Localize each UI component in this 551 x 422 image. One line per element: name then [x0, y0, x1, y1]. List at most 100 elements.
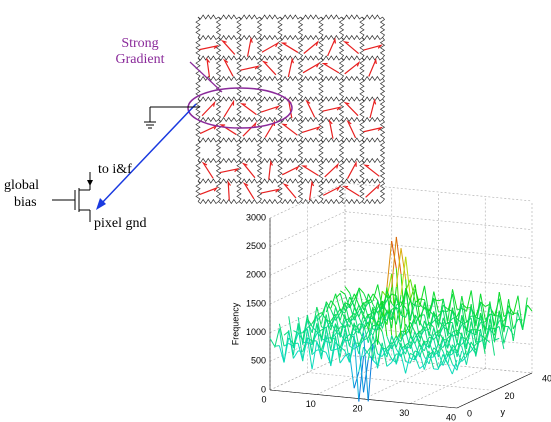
z-tick-label: 1000: [246, 327, 266, 337]
grid-line: [269, 240, 346, 276]
surface-segment: [405, 361, 411, 364]
resistor: [238, 178, 260, 184]
x-tick-label: 10: [306, 399, 316, 409]
surface-segment: [410, 357, 416, 361]
grid-line: [307, 372, 495, 391]
resistor: [379, 57, 386, 79]
resistor: [218, 55, 240, 61]
surface-segment: [377, 322, 383, 330]
surface-segment: [339, 338, 346, 352]
surface-segment: [367, 293, 374, 303]
surface-segment: [330, 300, 337, 308]
surface-segment: [494, 320, 500, 332]
surface-segment: [395, 348, 402, 358]
resistor: [341, 55, 363, 61]
surface-segment: [278, 328, 285, 363]
surface-segment: [283, 330, 290, 336]
surface-segment: [438, 310, 444, 313]
resistor: [256, 98, 263, 120]
surface-segment: [311, 315, 318, 332]
surface-segment: [335, 339, 341, 357]
surface-segment: [433, 291, 439, 313]
resistor: [318, 160, 324, 182]
resistor: [320, 178, 342, 184]
surface-segment: [381, 290, 388, 315]
surface-segment: [391, 335, 397, 348]
gradient-label: Gradient: [116, 52, 165, 67]
surface-segment: [349, 318, 355, 331]
resistor: [318, 98, 324, 120]
surface-segment: [451, 343, 458, 355]
resistor: [195, 139, 201, 161]
resistor: [236, 98, 242, 120]
surface-segment: [423, 285, 430, 316]
arrow: [305, 99, 316, 118]
surface-segment: [367, 313, 374, 330]
arrow: [260, 188, 281, 194]
surface-segment: [391, 353, 397, 363]
arrow: [368, 57, 377, 77]
surface-segment: [391, 303, 397, 310]
arrow: [342, 41, 360, 55]
surface-segment: [395, 294, 402, 325]
arrow: [219, 167, 240, 174]
resistor: [341, 96, 363, 102]
arrow: [218, 124, 237, 136]
z-tick-label: 500: [251, 356, 266, 366]
resistor: [338, 139, 345, 161]
resistor: [256, 139, 263, 161]
arrow: [308, 180, 315, 201]
surface-segment: [405, 307, 411, 321]
surface-segment: [456, 303, 463, 327]
global-label: global: [4, 178, 39, 193]
resistor: [359, 78, 365, 100]
x-axis: [269, 389, 458, 409]
resistor: [215, 160, 222, 182]
surface-segment: [484, 327, 491, 346]
ground-symbol: [144, 106, 200, 129]
resistor: [259, 75, 281, 82]
surface-segment: [367, 325, 374, 343]
resistor: [238, 14, 260, 20]
resistor: [359, 57, 365, 79]
resistor: [338, 78, 345, 100]
resistor: [218, 116, 240, 123]
surface-segment: [344, 352, 350, 357]
grid-line: [344, 182, 533, 202]
surface-segment: [311, 349, 318, 356]
surface-segment: [377, 323, 383, 333]
surface-segment: [363, 315, 369, 329]
surface-segment: [302, 315, 308, 341]
surface-segment: [405, 287, 411, 303]
surface-segment: [288, 331, 294, 356]
surface-segment: [353, 287, 360, 308]
resistor: [238, 198, 260, 205]
resistor: [197, 137, 219, 143]
surface-segment: [292, 333, 299, 349]
resistor: [215, 180, 222, 202]
resistor: [318, 139, 324, 161]
resistor: [341, 14, 363, 20]
surface-segment: [377, 353, 383, 357]
resistor: [300, 116, 322, 123]
arrow: [227, 180, 231, 201]
surface-segment: [433, 338, 439, 358]
surface-segment: [423, 356, 430, 365]
surface-segment: [437, 317, 444, 344]
surface-segment: [508, 305, 514, 314]
surface-segment: [410, 301, 416, 307]
surface-segment: [405, 323, 411, 335]
surface-segment: [512, 310, 519, 342]
surface-segment: [386, 336, 393, 350]
arrow: [344, 60, 361, 75]
resistor: [338, 119, 345, 141]
surface-segment: [335, 326, 341, 335]
surface-segment: [321, 350, 327, 353]
x-tick-label: 0: [261, 394, 266, 404]
surface-segment: [395, 306, 402, 329]
surface-segment: [325, 327, 332, 350]
y-axis-label: y: [501, 407, 506, 417]
surface-segment: [358, 288, 365, 311]
resistor: [238, 34, 260, 41]
surface-segment: [466, 307, 472, 336]
